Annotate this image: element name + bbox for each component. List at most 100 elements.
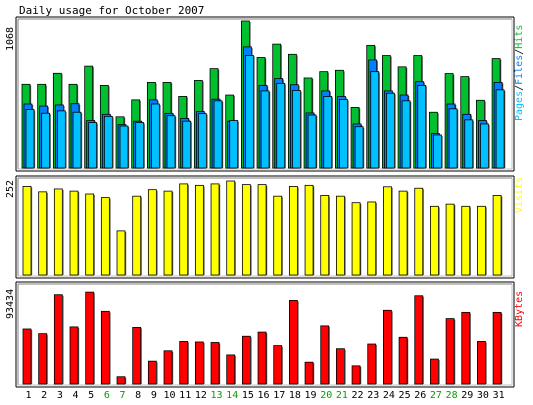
bar-visits-day-7 [116,230,126,276]
bar-pages-day-27 [433,134,442,169]
bar-kbytes-day-24 [383,309,392,385]
bar-pages-day-4 [72,111,82,169]
panel-2-max-label: 252 [5,180,16,198]
bar-pages-day-7 [119,125,129,169]
bar-visits-day-26 [414,187,424,276]
day-label-15: 15 [242,390,254,401]
day-label-5: 5 [88,390,94,401]
bar-pages-day-25 [401,100,411,169]
bar-visits-day-29 [461,205,471,276]
bar-kbytes-day-21 [335,348,345,385]
bar-kbytes-day-8 [132,327,142,385]
legend-part-2: Files [514,55,525,85]
bar-kbytes-day-3 [53,294,63,385]
day-label-29: 29 [461,390,473,401]
bar-visits-day-25 [398,190,408,276]
bar-kbytes-day-19 [304,361,314,385]
bar-kbytes-day-12 [194,341,204,385]
day-label-7: 7 [120,390,126,401]
bar-kbytes-day-28 [445,318,455,385]
panel-1-legend: Pages/Files/Hits [514,25,525,121]
bar-kbytes-day-16 [257,331,267,385]
panel-visits-bars [22,180,503,276]
day-label-8: 8 [135,390,141,401]
bar-pages-day-31 [495,89,505,169]
day-label-30: 30 [477,390,489,401]
day-label-6: 6 [104,390,110,401]
bar-visits-day-3 [53,188,63,276]
day-label-24: 24 [383,390,395,401]
bar-visits-day-10 [163,190,173,276]
day-label-12: 12 [195,390,207,401]
bar-visits-day-8 [132,195,142,276]
bar-visits-day-1 [22,186,32,276]
bar-kbytes-day-9 [147,360,157,385]
legend-part-0: Pages [514,91,525,121]
bar-visits-day-12 [194,184,204,276]
bar-visits-day-24 [383,186,392,276]
bar-pages-day-12 [197,113,207,169]
bar-pages-day-9 [150,103,160,169]
bar-pages-day-21 [338,99,348,169]
bar-kbytes-day-6 [100,310,110,385]
bar-pages-day-5 [88,122,98,169]
day-label-11: 11 [179,390,191,401]
bar-visits-day-14 [226,180,236,276]
bar-pages-day-3 [56,110,66,169]
bar-kbytes-day-27 [430,358,439,385]
bar-visits-day-30 [477,205,486,276]
day-label-25: 25 [399,390,411,401]
bar-visits-day-31 [492,195,502,276]
panel-1-max-label: 1068 [5,27,16,51]
day-label-3: 3 [57,390,63,401]
bar-pages-day-17 [276,82,286,169]
bar-visits-day-21 [335,195,345,276]
day-label-14: 14 [226,390,238,401]
bar-kbytes-day-20 [320,325,330,385]
bar-visits-day-15 [241,184,251,276]
bar-pages-day-22 [354,126,364,169]
bar-pages-day-14 [229,120,239,169]
bar-kbytes-day-11 [179,341,189,385]
bar-pages-day-1 [25,109,35,169]
bar-kbytes-day-2 [38,333,48,385]
bar-visits-day-22 [351,202,361,276]
bar-visits-day-27 [430,205,439,276]
bar-pages-day-29 [464,119,474,169]
bar-visits-day-18 [288,186,298,276]
day-label-4: 4 [72,390,78,401]
panel-3-max-label: 93434 [5,289,16,319]
bar-pages-day-26 [417,85,427,169]
x-axis-day-labels: 1 2 3 4 5 6 7 8 9 10 11 12 13 14 15 16 17 18 19 20 21 22 23 24 2… [25,390,504,401]
bar-visits-day-16 [257,184,267,276]
bar-pages-day-20 [323,96,333,169]
panel-2-legend: Visits [514,177,525,213]
day-label-1: 1 [25,390,31,401]
bar-pages-day-15 [244,55,254,169]
bar-kbytes-day-18 [288,300,298,385]
day-label-10: 10 [164,390,176,401]
day-label-21: 21 [336,390,348,401]
bar-visits-day-28 [445,203,455,276]
bar-kbytes-day-14 [226,354,236,385]
legend-part-3: / [514,49,525,55]
bar-kbytes-day-25 [398,336,408,385]
chart-title: Daily usage for October 2007 [19,4,204,17]
day-label-16: 16 [258,390,270,401]
bar-kbytes-day-1 [22,328,32,385]
day-label-22: 22 [352,390,364,401]
bar-kbytes-day-31 [492,311,502,385]
bar-visits-day-4 [69,190,79,276]
day-label-17: 17 [273,390,285,401]
bar-pages-day-30 [480,123,489,169]
bar-kbytes-day-5 [85,291,95,385]
day-label-20: 20 [320,390,332,401]
day-label-9: 9 [151,390,157,401]
bar-visits-day-6 [100,197,110,276]
bar-visits-day-17 [273,195,283,276]
day-label-27: 27 [430,390,442,401]
bar-visits-day-11 [179,183,189,276]
bar-pages-day-18 [291,90,301,169]
day-label-28: 28 [446,390,458,401]
